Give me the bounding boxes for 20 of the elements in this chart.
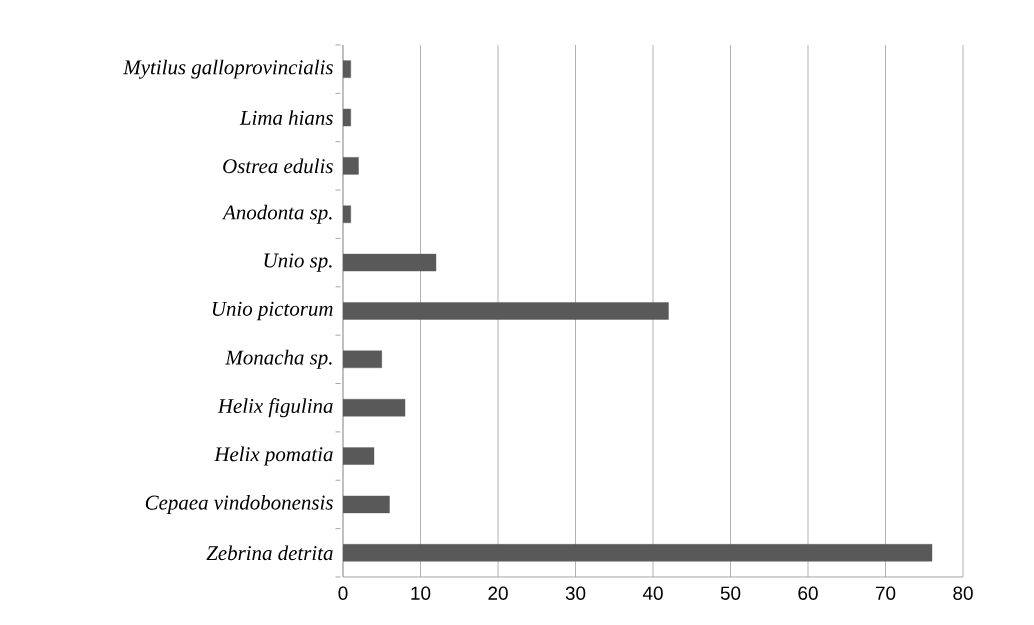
x-tick-label: 0: [338, 586, 348, 600]
y-tick-label: Lima hians: [239, 110, 333, 125]
y-tick-label: Helix figulina: [217, 398, 333, 418]
x-tick-label: 80: [953, 586, 973, 600]
y-tick-label: Helix pomatia: [214, 446, 333, 466]
y-tick-label: Anodonta sp.: [221, 204, 332, 224]
x-tick-label: 20: [488, 586, 508, 600]
x-tick-label: 10: [411, 586, 431, 600]
y-tick-label: Unio pictorum: [212, 301, 333, 321]
x-tick-label: 50: [720, 586, 741, 600]
x-tick-label: 40: [642, 586, 663, 600]
y-tick-label: Mytilus galloprovincialis: [123, 59, 333, 79]
y-tick-label: Monacha sp.: [225, 349, 332, 369]
y-tick-label: Ostrea edulis: [223, 158, 333, 174]
y-tick-label: Zebrina detrita: [206, 545, 333, 561]
y-tick-label: Unio sp.: [264, 253, 332, 272]
x-tick-label: 60: [798, 586, 818, 600]
y-tick-label: Cepaea vindobonensis: [145, 494, 333, 514]
x-tick-label: 30: [565, 586, 586, 600]
x-tick-label: 70: [875, 586, 896, 600]
